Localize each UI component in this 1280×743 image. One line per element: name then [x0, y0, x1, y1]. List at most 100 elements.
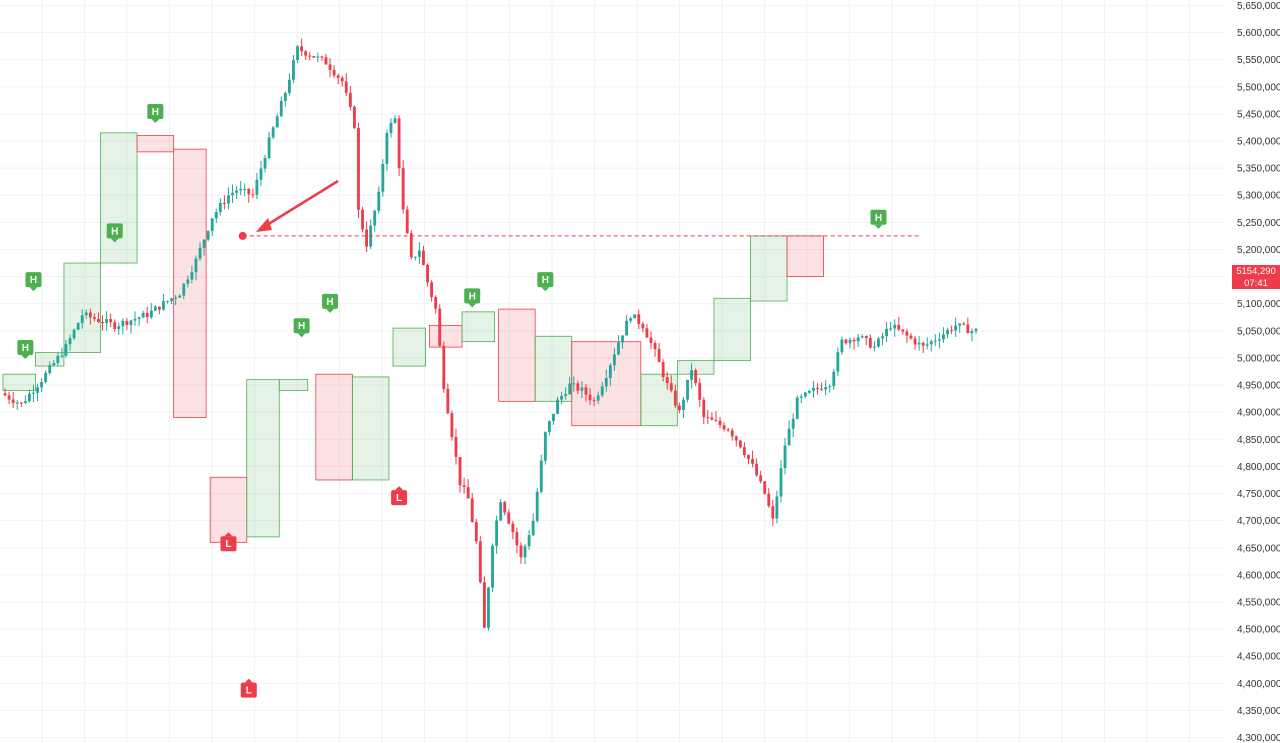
- candle-body: [190, 272, 194, 280]
- candle-body: [519, 545, 523, 558]
- candle-body: [547, 421, 551, 433]
- candle-body: [153, 306, 157, 311]
- candle-body: [393, 118, 397, 123]
- candle-body: [60, 355, 64, 357]
- candle-body: [580, 387, 584, 391]
- candle-body: [937, 339, 941, 341]
- candle-body: [450, 413, 454, 437]
- candle-body: [162, 301, 165, 310]
- candle-body: [600, 386, 604, 396]
- candle-body: [820, 388, 824, 390]
- candle-body: [15, 402, 19, 404]
- candle-body: [218, 203, 222, 212]
- grid: [0, 0, 1225, 743]
- zone: [461, 311, 495, 343]
- candle-body: [117, 326, 121, 330]
- y-tick-label: 5,350,000: [1237, 164, 1280, 175]
- swing-high-marker: [147, 104, 164, 120]
- y-tick-label: 4,350,000: [1237, 706, 1280, 717]
- zone: [392, 327, 426, 367]
- candle-body: [950, 329, 954, 331]
- swing-high-marker: [537, 272, 554, 288]
- candle-body: [836, 352, 840, 372]
- candle-body: [255, 179, 259, 195]
- y-tick-label: 5,300,000: [1237, 191, 1280, 202]
- candle-body: [942, 334, 945, 340]
- zone: [713, 297, 751, 362]
- candle-body: [109, 319, 113, 323]
- candle-body: [738, 440, 742, 448]
- candle-body: [44, 372, 48, 382]
- candle-body: [612, 354, 616, 366]
- y-tick-label: 5,450,000: [1237, 109, 1280, 120]
- zone: [246, 379, 280, 538]
- marker-pointer: [21, 354, 30, 359]
- candle-body: [336, 75, 340, 78]
- candle-body: [361, 209, 364, 230]
- candle-body: [68, 338, 72, 345]
- zone: [534, 335, 573, 402]
- candle-body: [718, 420, 722, 426]
- candle-body: [543, 432, 547, 461]
- candle-body: [856, 337, 860, 342]
- candle-body: [933, 340, 937, 342]
- candle-body: [27, 393, 31, 402]
- candle-body: [852, 339, 856, 342]
- candle-body: [641, 323, 645, 329]
- candle-body: [145, 312, 149, 318]
- candle-body: [11, 399, 15, 403]
- candle-body: [462, 485, 466, 488]
- candle-body: [247, 188, 251, 195]
- candle-body: [751, 459, 754, 464]
- candle-body: [495, 520, 499, 546]
- marker-label: H: [111, 226, 118, 237]
- candle-body: [227, 195, 230, 204]
- candle-body: [881, 336, 884, 339]
- candle-body: [48, 365, 52, 373]
- candle-body: [763, 481, 767, 494]
- candle-body: [897, 324, 901, 330]
- y-tick-label: 5,650,000: [1237, 1, 1280, 12]
- candle-body: [194, 258, 198, 273]
- candle-body: [389, 122, 393, 134]
- swing-high-marker: [17, 339, 34, 355]
- candle-body: [515, 532, 519, 546]
- candle-body: [499, 502, 503, 521]
- candle-body: [422, 250, 425, 265]
- candle-body: [698, 383, 702, 400]
- swing-high-marker: [293, 318, 310, 334]
- candle-body: [905, 331, 909, 336]
- candle-body: [442, 345, 446, 389]
- candle-body: [572, 383, 576, 385]
- candle-body: [352, 106, 356, 128]
- swing-low-marker: [391, 490, 408, 506]
- candle-body: [133, 318, 137, 321]
- candle-body: [271, 127, 275, 138]
- candle-body: [552, 413, 555, 422]
- y-tick-label: 5,550,000: [1237, 55, 1280, 66]
- y-tick-label: 5,600,000: [1237, 28, 1280, 39]
- candle-body: [478, 541, 482, 583]
- candle-body: [324, 57, 328, 65]
- marker-label: H: [326, 297, 333, 308]
- candle-body: [72, 329, 76, 339]
- candle-body: [243, 188, 247, 190]
- candle-body: [401, 168, 405, 210]
- candle-body: [56, 355, 60, 364]
- y-tick-label: 4,400,000: [1237, 679, 1280, 690]
- candle-body: [149, 310, 153, 318]
- candle-body: [917, 342, 921, 345]
- candle-body: [807, 390, 811, 393]
- y-tick-label: 4,750,000: [1237, 489, 1280, 500]
- candle-body: [137, 317, 141, 319]
- marker-pointer: [541, 287, 550, 292]
- zone: [498, 308, 536, 402]
- candle-body: [446, 388, 450, 414]
- marker-pointer: [224, 532, 233, 537]
- candle-body: [129, 320, 133, 326]
- candle-body: [320, 56, 324, 58]
- candle-body: [231, 192, 234, 196]
- candle-body: [901, 329, 905, 332]
